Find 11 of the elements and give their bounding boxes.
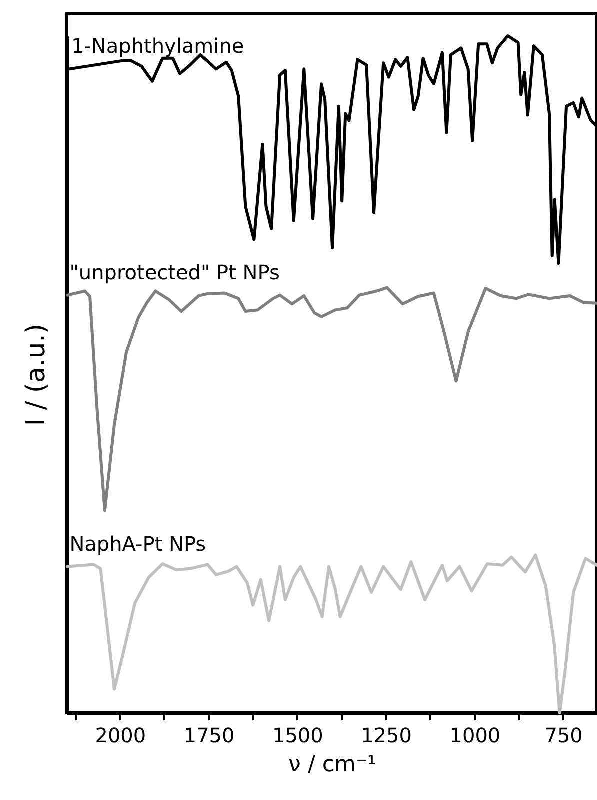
x-tick-label: 1250 <box>361 724 412 748</box>
y-axis-title: I / (a.u.) <box>22 324 52 426</box>
series-label: NaphA-Pt NPs <box>70 532 206 556</box>
x-axis-title: ν / cm⁻¹ <box>288 752 376 778</box>
x-tick-label: 1500 <box>272 724 324 748</box>
series-label: "unprotected" Pt NPs <box>70 260 280 284</box>
x-tick-label: 750 <box>544 724 583 748</box>
series-label: 1-Naphthylamine <box>71 34 244 58</box>
x-tick-label: 1750 <box>184 724 235 748</box>
x-tick-label: 2000 <box>95 724 146 748</box>
x-tick-label: 1000 <box>450 724 501 748</box>
